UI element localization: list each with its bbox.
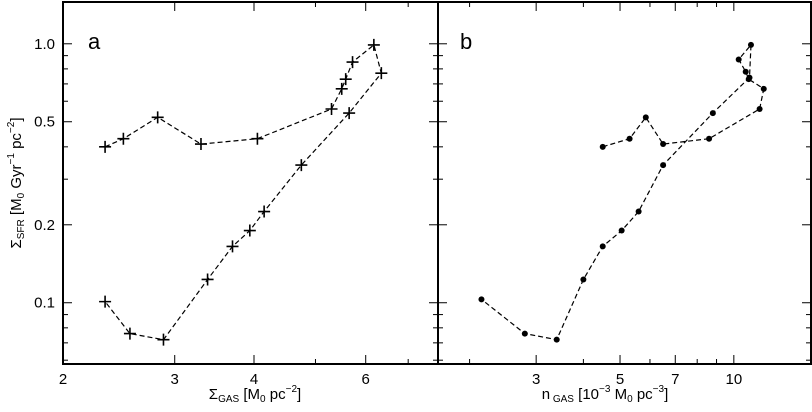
x-tick-label: 5 bbox=[616, 371, 624, 388]
data-point bbox=[117, 132, 130, 145]
data-point bbox=[626, 135, 633, 142]
y-tick-label: 1.0 bbox=[34, 36, 55, 53]
data-point bbox=[735, 56, 742, 63]
data-point bbox=[339, 73, 352, 86]
panel-a: 2 3 4 6 0.1 0.2 0.5 1.0 a ΣGAS [M0 pc−2] ΣSFR [M0 … bbox=[6, 1, 439, 405]
data-point bbox=[258, 205, 271, 218]
x-axis-label: ΣGAS [M0 pc−2] bbox=[209, 384, 301, 405]
data-point bbox=[295, 159, 308, 172]
x-tick-label: 3 bbox=[171, 371, 179, 388]
x-tick-label: 2 bbox=[59, 371, 67, 388]
data-point bbox=[580, 276, 587, 283]
data-point bbox=[642, 114, 649, 121]
data-point bbox=[709, 110, 716, 117]
data-point bbox=[747, 41, 754, 48]
data-point bbox=[553, 336, 560, 343]
data-point bbox=[375, 67, 388, 80]
data-point bbox=[325, 102, 338, 115]
data-point bbox=[742, 68, 749, 75]
data-point bbox=[99, 140, 112, 153]
series-line bbox=[104, 43, 382, 341]
x-tick-label: 4 bbox=[250, 371, 258, 388]
data-point bbox=[706, 135, 713, 142]
data-point bbox=[194, 138, 207, 151]
data-point bbox=[599, 243, 606, 250]
data-point bbox=[243, 224, 256, 237]
data-point bbox=[756, 105, 763, 112]
y-axis-label: ΣSFR [M0 Gyr−1 pc−2] bbox=[6, 117, 27, 248]
data-point bbox=[599, 143, 606, 150]
data-point bbox=[343, 107, 356, 120]
data-point bbox=[99, 295, 112, 308]
data-point bbox=[746, 74, 753, 81]
data-point bbox=[660, 141, 667, 148]
series-line bbox=[481, 43, 765, 341]
y-axis-label-group: ΣSFR [M0 Gyr−1 pc−2] bbox=[6, 117, 27, 248]
data-point bbox=[521, 330, 528, 337]
data-point bbox=[157, 333, 170, 346]
panel-letter: b bbox=[460, 29, 472, 54]
x-tick-label: 7 bbox=[671, 371, 679, 388]
data-point bbox=[226, 240, 239, 253]
panel-letter: a bbox=[88, 29, 101, 54]
y-tick-label: 0.5 bbox=[34, 114, 55, 131]
plot-frame bbox=[437, 1, 812, 365]
data-point bbox=[201, 273, 214, 286]
data-point bbox=[478, 296, 485, 303]
x-tick-label: 3 bbox=[532, 371, 540, 388]
data-point bbox=[760, 85, 767, 92]
x-tick-label: 10 bbox=[725, 371, 742, 388]
data-point bbox=[335, 82, 348, 95]
y-tick-label: 0.2 bbox=[34, 217, 55, 234]
panel-b: 3 5 7 10 b n GAS [10−3 M0 pc−3] bbox=[437, 1, 812, 405]
x-tick-label: 6 bbox=[362, 371, 370, 388]
data-point bbox=[367, 38, 380, 51]
data-point bbox=[660, 162, 667, 169]
data-point bbox=[123, 327, 136, 340]
data-point bbox=[635, 208, 642, 215]
data-point bbox=[151, 111, 164, 124]
y-tick-label: 0.1 bbox=[34, 295, 55, 312]
data-point bbox=[618, 227, 625, 234]
data-point bbox=[346, 56, 359, 69]
x-axis-label: n GAS [10−3 M0 pc−3] bbox=[542, 384, 669, 405]
data-point bbox=[251, 132, 264, 145]
